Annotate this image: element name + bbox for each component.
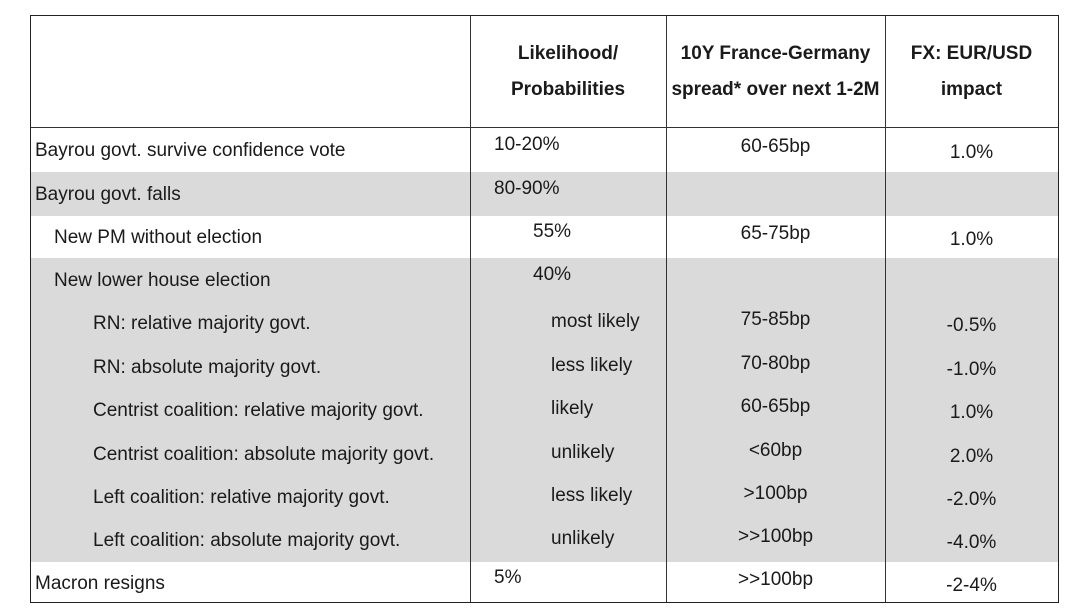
column-divider-3 [885,16,886,602]
table-row: RN: absolute majority govt. less likely 70… [31,345,1058,389]
table-row: Centrist coalition: relative majority go… [31,388,1058,432]
scenario-label: Bayrou govt. falls [35,184,181,205]
likelihood-value: likely [551,398,594,419]
fx-impact-value: 1.0% [949,142,994,163]
spread-value: <60bp [748,440,803,461]
spread-value: >100bp [743,483,808,504]
header-spread: 10Y France-Germany spread* over next 1-2… [671,43,880,100]
header-fx: FX: EUR/USD impact [910,43,1033,100]
table-row: Macron resigns 5% >>100bp -2-4% [31,561,1058,601]
table-row: Centrist coalition: absolute majority go… [31,432,1058,476]
spread-value: 75-85bp [740,309,811,330]
table-row: Left coalition: relative majority govt. l… [31,475,1058,519]
scenario-label: Left coalition: absolute majority govt. [93,530,401,551]
scenario-label: New lower house election [54,270,271,291]
likelihood-value: 5% [494,567,522,588]
table-header: Likelihood/ Probabilities 10Y France-Ger… [31,16,1058,128]
likelihood-value: less likely [551,485,633,506]
likelihood-value: 80-90% [494,178,560,199]
table-row: New PM without election 55% 65-75bp 1.0% [31,215,1058,259]
spread-value: 60-65bp [740,136,811,157]
likelihood-value: unlikely [551,442,615,463]
fx-impact-value: -0.5% [946,315,997,336]
header-scenario [31,16,470,128]
scenario-label: RN: absolute majority govt. [93,357,322,378]
fx-impact-value: 2.0% [949,446,994,467]
fx-impact-value: -1.0% [946,359,997,380]
table-row: RN: relative majority govt. most likely 75… [31,301,1058,345]
likelihood-value: 55% [533,221,572,242]
likelihood-value: 10-20% [494,134,560,155]
column-divider-1 [470,16,471,602]
scenario-label: Bayrou govt. survive confidence vote [35,140,346,161]
likelihood-value: unlikely [551,528,615,549]
table-row: New lower house election 40% [31,258,1058,302]
spread-value: 70-80bp [740,353,811,374]
likelihood-value: 40% [533,264,572,285]
spread-value: >>100bp [737,526,814,547]
fx-impact-value: -4.0% [946,532,997,553]
column-divider-2 [666,16,667,602]
table-row: Bayrou govt. survive confidence vote 10-2… [31,128,1058,172]
fx-impact-value: 1.0% [949,402,994,423]
spread-value: >>100bp [737,569,814,590]
header-likelihood: Likelihood/ Probabilities [510,43,626,100]
spread-value: 65-75bp [740,223,811,244]
table-row: Left coalition: absolute majority govt. u… [31,518,1058,562]
spread-value: 60-65bp [740,396,811,417]
scenario-label: Left coalition: relative majority govt. [93,487,390,508]
table-row: Bayrou govt. falls 80-90% [31,172,1058,216]
scenario-label: Macron resigns [35,573,165,594]
likelihood-value: less likely [551,355,633,376]
scenario-label: Centrist coalition: absolute majority go… [93,444,435,465]
scenario-label: Centrist coalition: relative majority go… [93,400,424,421]
fx-impact-value: 1.0% [949,229,994,250]
scenario-label: New PM without election [54,227,263,248]
fx-impact-value: -2.0% [946,489,997,510]
header-divider [31,127,1058,128]
fx-impact-value: -2-4% [946,575,997,596]
likelihood-value: most likely [551,311,640,332]
scenario-table: Likelihood/ Probabilities 10Y France-Ger… [30,15,1059,603]
scenario-label: RN: relative majority govt. [93,313,311,334]
